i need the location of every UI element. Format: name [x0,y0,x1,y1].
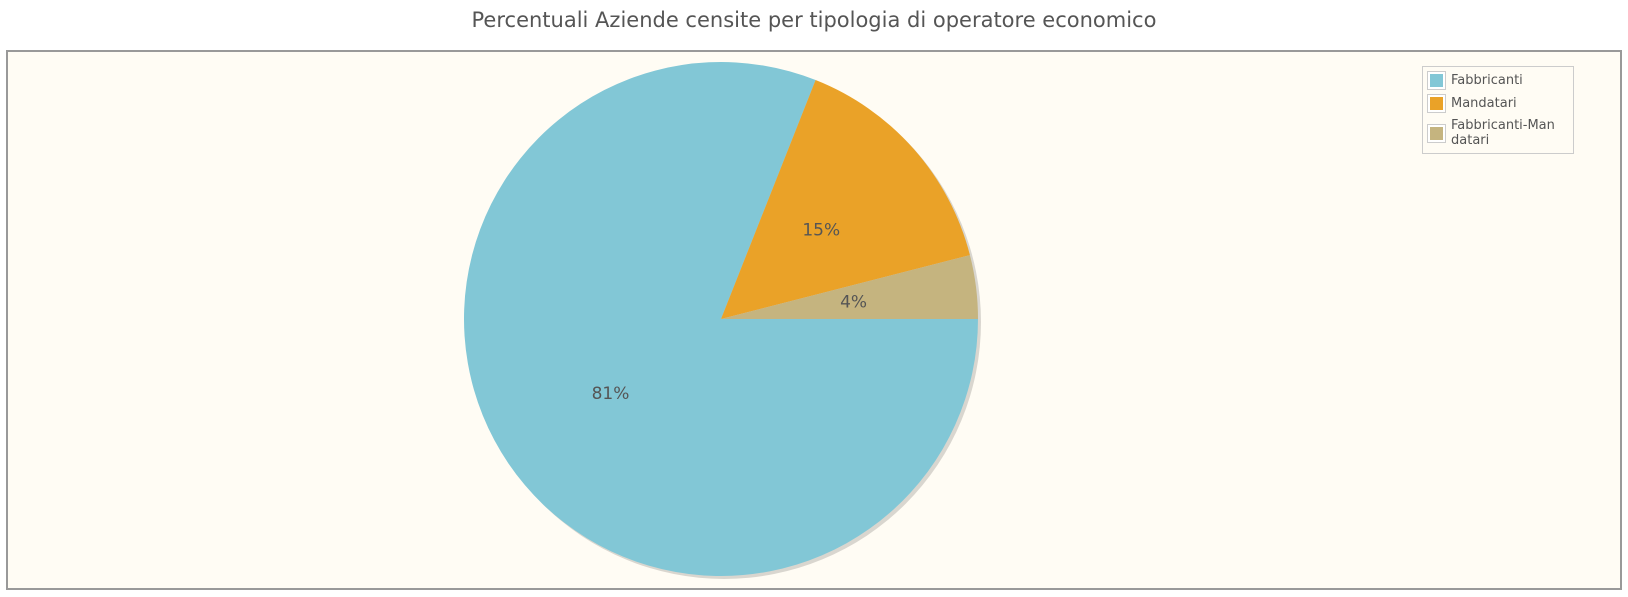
legend-label: Mandatari [1451,96,1517,111]
pie-slice [464,61,979,576]
legend-label: Fabbricanti [1451,73,1523,88]
legend-item: Mandatari [1423,92,1573,115]
legend: Fabbricanti Mandatari Fabbricanti-Mandatar… [1422,66,1574,154]
legend-swatch [1427,94,1446,113]
legend-label: Fabbricanti-Mandatari [1451,118,1555,148]
slice-label: 81% [592,384,630,404]
slice-label: 4% [840,292,867,312]
chart-title: Percentuali Aziende censite per tipologi… [471,8,1157,32]
legend-item: Fabbricanti [1423,69,1573,92]
slice-label: 15% [802,221,840,241]
legend-item: Fabbricanti-Mandatari [1423,115,1573,151]
legend-swatch [1427,123,1446,143]
legend-swatch [1427,71,1446,90]
pie-slice [721,80,970,319]
pie-slice [721,255,978,319]
